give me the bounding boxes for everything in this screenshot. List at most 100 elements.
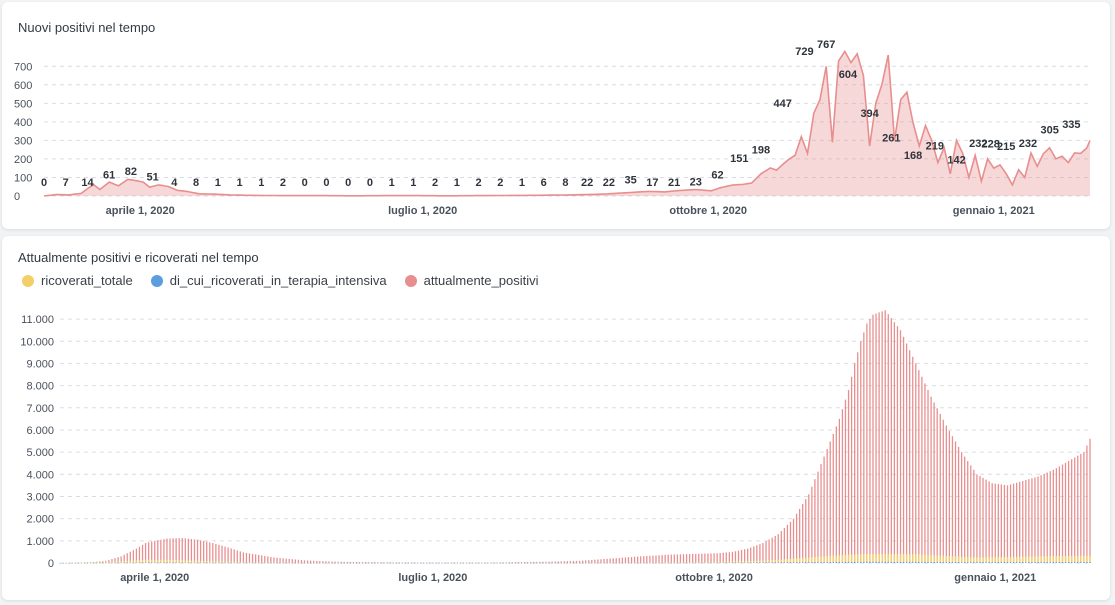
bar-attualmente-positivi xyxy=(413,562,416,563)
bar-ricoverati-totale xyxy=(1009,556,1012,563)
bar-attualmente-positivi xyxy=(652,555,654,563)
chart-card-nuovi-positivi: Nuovi positivi nel tempo 0 100 200 300 400 50… xyxy=(2,2,1110,229)
bar-attualmente-positivi xyxy=(392,562,394,563)
bar-attualmente-positivi xyxy=(209,542,211,563)
bar-attualmente-positivi xyxy=(985,479,987,563)
bar-attualmente-positivi xyxy=(462,562,465,564)
data-label: 1 xyxy=(215,177,221,189)
bar-ricoverati-totale xyxy=(780,559,782,563)
bar-ricoverati-totale xyxy=(789,558,792,563)
bar-terapia-intensiva xyxy=(242,562,245,564)
bar-terapia-intensiva xyxy=(860,561,862,563)
data-label: 2 xyxy=(475,177,481,189)
bar-attualmente-positivi xyxy=(643,556,645,563)
legend-label: di_cui_ricoverati_in_terapia_intensiva xyxy=(169,273,387,288)
bar-terapia-intensiva xyxy=(1016,562,1018,563)
bar-ricoverati-totale xyxy=(276,562,278,563)
bar-ricoverati-totale xyxy=(609,562,611,564)
bar-attualmente-positivi xyxy=(132,550,134,563)
bar-terapia-intensiva xyxy=(80,562,83,564)
bar-attualmente-positivi-group xyxy=(59,310,1091,564)
bar-attualmente-positivi xyxy=(600,559,602,563)
bar-attualmente-positivi xyxy=(899,330,902,563)
bar-ricoverati-totale xyxy=(1055,556,1058,563)
bar-terapia-intensiva xyxy=(331,562,333,564)
legend-item-ricoverati-totale[interactable]: ricoverati_totale xyxy=(22,273,133,288)
legend-item-attualmente-positivi[interactable]: attualmente_positivi xyxy=(404,273,539,288)
bar-terapia-intensiva xyxy=(163,562,165,564)
data-label: 61 xyxy=(103,170,115,182)
bar-attualmente-positivi xyxy=(203,541,205,563)
bar-ricoverati-totale xyxy=(1022,556,1024,563)
bar-terapia-intensiva xyxy=(1009,562,1012,563)
bar-terapia-intensiva xyxy=(695,562,697,564)
bar-terapia-intensiva xyxy=(811,562,813,563)
bar-terapia-intensiva xyxy=(99,562,101,564)
bar-terapia-intensiva xyxy=(62,562,64,564)
bar-attualmente-positivi xyxy=(768,539,770,563)
bar-attualmente-positivi xyxy=(361,562,364,563)
bar-ricoverati-totale xyxy=(957,556,960,563)
bar-attualmente-positivi xyxy=(857,352,859,563)
bar-attualmente-positivi xyxy=(747,548,749,563)
bar-ricoverati-totale xyxy=(740,561,743,563)
bar-attualmente-positivi xyxy=(762,543,764,563)
bar-terapia-intensiva xyxy=(633,562,636,564)
bar-attualmente-positivi xyxy=(499,562,501,563)
bar-attualmente-positivi xyxy=(844,399,847,563)
bar-terapia-intensiva xyxy=(869,561,871,563)
bar-terapia-intensiva xyxy=(276,562,278,564)
bar-ricoverati-totale xyxy=(698,562,700,563)
bar-terapia-intensiva xyxy=(236,562,238,564)
bar-attualmente-positivi xyxy=(221,545,223,563)
bar-attualmente-positivi xyxy=(1064,462,1067,563)
bar-terapia-intensiva xyxy=(453,562,455,564)
bar-ricoverati-totale xyxy=(673,562,675,563)
series-line xyxy=(43,49,1091,197)
bar-terapia-intensiva xyxy=(209,562,211,564)
bar-ricoverati-totale xyxy=(303,562,306,564)
bar-attualmente-positivi xyxy=(374,562,376,563)
bar-terapia-intensiva xyxy=(251,562,254,564)
bar-terapia-intensiva xyxy=(151,562,153,564)
bar-attualmente-positivi xyxy=(175,538,177,563)
bar-terapia-intensiva xyxy=(964,562,966,563)
bar-attualmente-positivi xyxy=(368,562,370,563)
x-tick-label: ottobre 1, 2020 xyxy=(675,572,753,584)
bar-attualmente-positivi xyxy=(905,343,908,563)
bar-attualmente-positivi xyxy=(1016,482,1018,563)
data-label: 219 xyxy=(926,140,944,152)
bar-attualmente-positivi xyxy=(398,562,400,563)
bar-terapia-intensiva xyxy=(808,562,810,563)
bar-terapia-intensiva xyxy=(96,562,98,564)
bar-attualmente-positivi xyxy=(991,483,993,563)
legend-item-terapia-intensiva[interactable]: di_cui_ricoverati_in_terapia_intensiva xyxy=(150,273,387,288)
bar-attualmente-positivi xyxy=(423,562,425,564)
bar-ricoverati-totale xyxy=(297,562,300,564)
bar-attualmente-positivi xyxy=(792,518,795,563)
bar-terapia-intensiva xyxy=(59,563,61,564)
data-label: 447 xyxy=(774,98,792,110)
bar-ricoverati-totale xyxy=(701,562,703,563)
bar-ricoverati-totale xyxy=(637,562,639,564)
bar-ricoverati-totale xyxy=(893,553,896,563)
bar-ricoverati-totale xyxy=(1031,556,1033,563)
bar-attualmente-positivi xyxy=(737,550,740,563)
bar-terapia-intensiva xyxy=(361,562,364,564)
bar-attualmente-positivi xyxy=(860,341,862,563)
bar-attualmente-positivi xyxy=(450,562,452,564)
bar-terapia-intensiva xyxy=(206,562,208,564)
attualmente-positivi-chart[interactable]: 0 1.000 2.000 3.000 4.000 5.000 6.000 7.000 8.00… xyxy=(2,236,1110,600)
bar-terapia-intensiva xyxy=(114,562,116,564)
bar-attualmente-positivi xyxy=(316,560,318,563)
bar-attualmente-positivi xyxy=(1043,473,1045,563)
bar-ricoverati-totale xyxy=(734,561,737,563)
bar-ricoverati-totale xyxy=(967,556,969,563)
bar-terapia-intensiva xyxy=(884,561,886,563)
bar-terapia-intensiva xyxy=(899,561,902,563)
bar-terapia-intensiva xyxy=(743,562,746,564)
bar-ricoverati-totale xyxy=(141,559,144,563)
bar-terapia-intensiva xyxy=(893,561,896,563)
bar-ricoverati-totale xyxy=(939,555,941,563)
